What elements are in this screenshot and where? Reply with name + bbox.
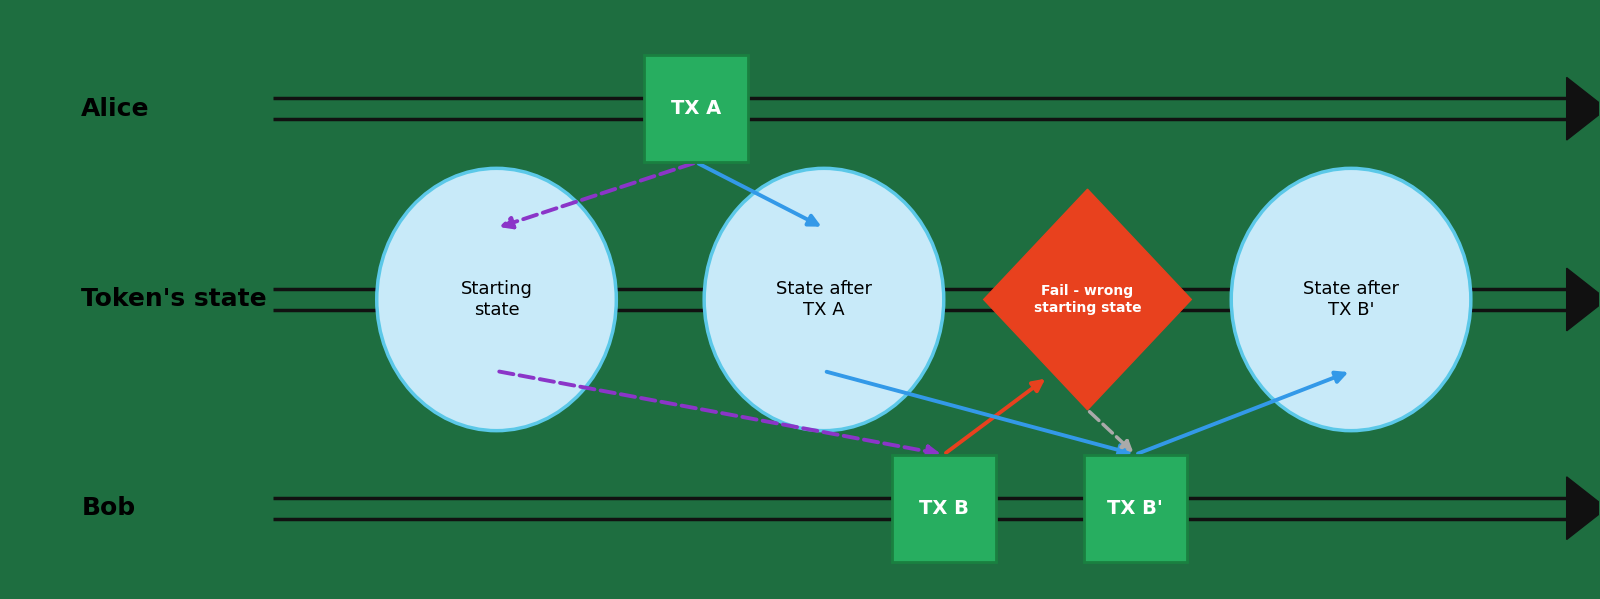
- Polygon shape: [1566, 77, 1600, 140]
- Polygon shape: [1566, 477, 1600, 540]
- Polygon shape: [984, 189, 1192, 410]
- Text: State after
TX A: State after TX A: [776, 280, 872, 319]
- FancyBboxPatch shape: [645, 55, 749, 162]
- Text: Token's state: Token's state: [82, 288, 267, 311]
- Ellipse shape: [376, 168, 616, 431]
- FancyBboxPatch shape: [1083, 455, 1187, 562]
- Text: Alice: Alice: [82, 96, 150, 121]
- Text: Fail - wrong
starting state: Fail - wrong starting state: [1034, 285, 1141, 314]
- FancyBboxPatch shape: [891, 455, 995, 562]
- Polygon shape: [1566, 268, 1600, 331]
- Text: TX B: TX B: [918, 499, 968, 518]
- Text: State after
TX B': State after TX B': [1302, 280, 1398, 319]
- Text: Bob: Bob: [82, 496, 136, 520]
- Text: Starting
state: Starting state: [461, 280, 533, 319]
- Ellipse shape: [704, 168, 944, 431]
- Text: TX B': TX B': [1107, 499, 1163, 518]
- Text: TX A: TX A: [670, 99, 722, 118]
- Ellipse shape: [1232, 168, 1470, 431]
